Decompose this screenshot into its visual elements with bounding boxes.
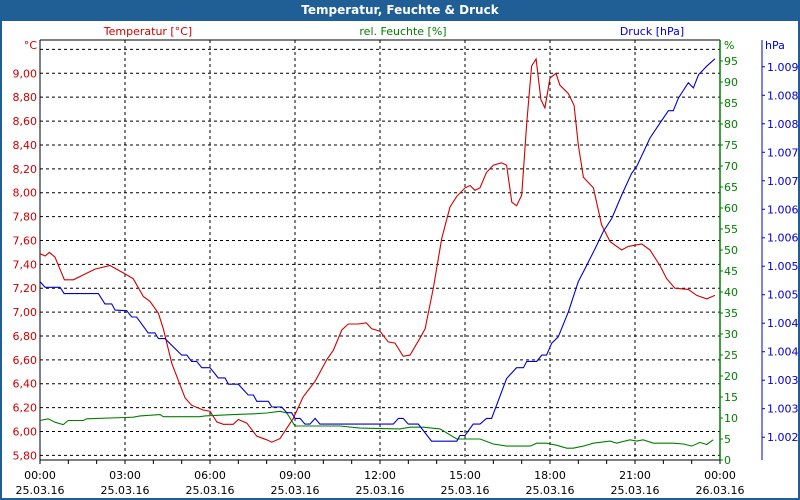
humidity-tick-label: 55	[724, 223, 738, 236]
temperature-tick-label: 6,80	[13, 330, 38, 343]
pressure-tick-label: 1.008	[767, 89, 799, 102]
temperature-tick-label: 6,60	[13, 354, 38, 367]
humidity-tick-label: 70	[724, 160, 738, 173]
humidity-tick-label: 30	[724, 328, 738, 341]
legend-temperature: Temperatur [°C]	[103, 25, 192, 38]
x-tick-label-date: 25.03.16	[441, 484, 490, 497]
x-tick-label-time: 00:00	[704, 469, 736, 482]
humidity-tick-label: 0	[724, 454, 731, 467]
x-tick-label-time: 09:00	[279, 469, 311, 482]
temperature-tick-label: 7,20	[13, 282, 38, 295]
x-tick-label-time: 00:00	[24, 469, 56, 482]
pressure-tick-label: 1.004	[767, 346, 799, 359]
humidity-tick-label: 75	[724, 139, 738, 152]
humidity-tick-label: 60	[724, 202, 738, 215]
pressure-series-line	[39, 58, 716, 442]
temperature-tick-label: 8,60	[13, 115, 38, 128]
x-tick-label-time: 06:00	[194, 469, 226, 482]
temperature-tick-label: 8,00	[13, 187, 38, 200]
temperature-tick-label: 8,20	[13, 163, 38, 176]
x-tick-label-time: 15:00	[449, 469, 481, 482]
temperature-tick-label: 8,40	[13, 139, 38, 152]
x-tick-label-date: 25.03.16	[16, 484, 65, 497]
humidity-tick-label: 25	[724, 349, 738, 362]
pressure-tick-label: 1.007	[767, 175, 799, 188]
temperature-tick-label: 6,40	[13, 378, 38, 391]
x-tick-label-time: 21:00	[619, 469, 651, 482]
temperature-tick-label: 5,80	[13, 449, 38, 462]
window-title: Temperatur, Feuchte & Druck	[2, 0, 798, 21]
humidity-tick-label: 85	[724, 97, 738, 110]
pressure-axis-unit: hPa	[765, 39, 785, 52]
temperature-axis-unit: °C	[24, 39, 38, 52]
humidity-axis-unit: %	[724, 39, 734, 52]
x-tick-label-date: 25.03.16	[356, 484, 405, 497]
temperature-tick-label: 7,60	[13, 234, 38, 247]
temperature-tick-label: 7,40	[13, 258, 38, 271]
humidity-tick-label: 80	[724, 118, 738, 131]
temperature-tick-label: 7,00	[13, 306, 38, 319]
pressure-tick-label: 1.003	[767, 374, 799, 387]
legend-humidity: rel. Feuchte [%]	[359, 25, 446, 38]
pressure-tick-label: 1.009	[767, 61, 799, 74]
legend-pressure: Druck [hPa]	[620, 25, 684, 38]
pressure-tick-label: 1.005	[767, 260, 799, 273]
humidity-tick-label: 40	[724, 286, 738, 299]
x-tick-label-date: 26.03.16	[696, 484, 745, 497]
humidity-tick-label: 95	[724, 55, 738, 68]
pressure-tick-label: 1.005	[767, 289, 799, 302]
pressure-tick-label: 1.003	[767, 403, 799, 416]
pressure-tick-label: 1.007	[767, 146, 799, 159]
temperature-tick-label: 7,80	[13, 211, 38, 224]
temperature-tick-label: 6,00	[13, 425, 38, 438]
humidity-tick-label: 45	[724, 265, 738, 278]
x-tick-label-date: 25.03.16	[271, 484, 320, 497]
x-tick-label-time: 12:00	[364, 469, 396, 482]
humidity-series-line	[39, 410, 714, 449]
x-tick-label-date: 25.03.16	[101, 484, 150, 497]
temperature-series-line	[39, 57, 716, 443]
pressure-tick-label: 1.006	[767, 203, 799, 216]
pressure-tick-label: 1.006	[767, 232, 799, 245]
humidity-tick-label: 15	[724, 391, 738, 404]
humidity-tick-label: 20	[724, 370, 738, 383]
pressure-tick-label: 1.004	[767, 317, 799, 330]
humidity-tick-label: 10	[724, 412, 738, 425]
humidity-tick-label: 65	[724, 181, 738, 194]
temperature-tick-label: 9,00	[13, 67, 38, 80]
pressure-tick-label: 1.002	[767, 431, 799, 444]
humidity-tick-label: 35	[724, 307, 738, 320]
humidity-tick-label: 90	[724, 76, 738, 89]
x-tick-label-time: 03:00	[109, 469, 141, 482]
humidity-tick-label: 5	[724, 433, 731, 446]
x-tick-label-time: 18:00	[534, 469, 566, 482]
x-tick-label-date: 25.03.16	[526, 484, 575, 497]
temperature-tick-label: 8,80	[13, 91, 38, 104]
x-tick-label-date: 25.03.16	[611, 484, 660, 497]
humidity-tick-label: 50	[724, 244, 738, 257]
pressure-tick-label: 1.008	[767, 118, 799, 131]
temperature-tick-label: 6,20	[13, 402, 38, 415]
x-tick-label-date: 25.03.16	[186, 484, 235, 497]
